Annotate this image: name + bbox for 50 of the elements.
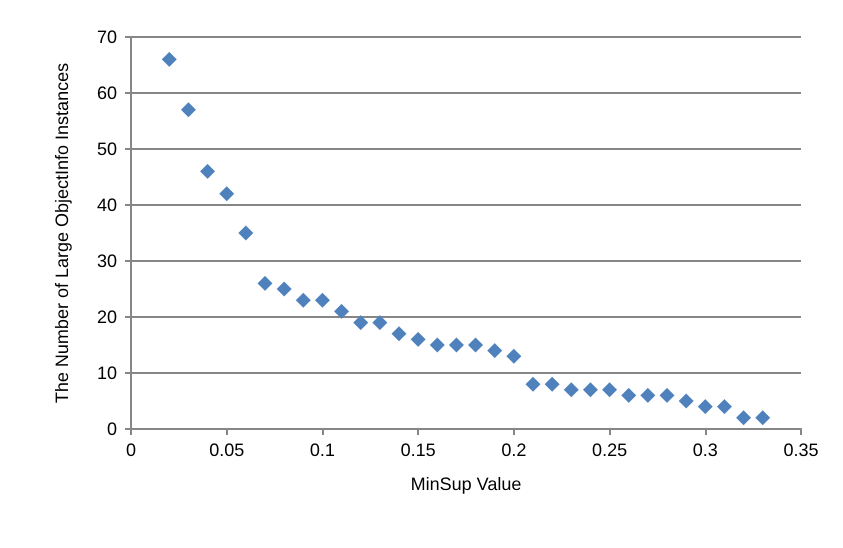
x-tick-label: 0 (126, 440, 136, 460)
y-tick-label: 70 (96, 27, 117, 47)
point (736, 410, 752, 426)
point (430, 338, 445, 352)
point (314, 292, 330, 308)
y-tick-label: 40 (96, 195, 117, 215)
point (621, 388, 636, 403)
point (258, 276, 272, 291)
point (372, 315, 388, 330)
x-tick-label: 0.2 (501, 440, 526, 460)
x-axis-title: MinSup Value (410, 474, 522, 494)
point (238, 226, 254, 240)
point (200, 164, 216, 179)
point (698, 399, 713, 414)
y-tick-label: 50 (96, 139, 117, 159)
point (716, 399, 732, 414)
point (353, 315, 368, 330)
x-tick-label: 0.3 (692, 440, 718, 460)
point (162, 52, 177, 67)
x-tick-label: 0.05 (209, 440, 244, 460)
point (640, 388, 656, 403)
point (468, 338, 484, 352)
point (219, 186, 234, 202)
y-axis-title: The Number of Large ObjectInfo Instances (52, 62, 72, 404)
point (180, 102, 196, 118)
point (564, 382, 579, 398)
y-tick-label: 30 (96, 251, 117, 271)
x-tick-label: 0.35 (783, 440, 819, 460)
point (602, 382, 618, 398)
point (448, 338, 464, 352)
x-tick-label: 0.15 (400, 440, 436, 460)
point (296, 292, 311, 308)
y-tick-label: 60 (96, 83, 117, 103)
point (582, 382, 598, 398)
point (660, 388, 674, 403)
x-tick-label: 0.1 (310, 440, 335, 460)
point (276, 282, 292, 296)
y-tick-label: 10 (96, 363, 117, 383)
x-tick-label: 0.25 (592, 440, 628, 460)
point (410, 332, 426, 347)
point (526, 376, 540, 392)
point (392, 326, 406, 342)
point (334, 304, 350, 319)
point (678, 394, 694, 408)
point (487, 343, 502, 358)
point (544, 376, 560, 392)
point (506, 348, 522, 364)
y-tick-label: 0 (106, 419, 117, 439)
point (755, 410, 770, 426)
y-tick-label: 20 (96, 307, 117, 327)
